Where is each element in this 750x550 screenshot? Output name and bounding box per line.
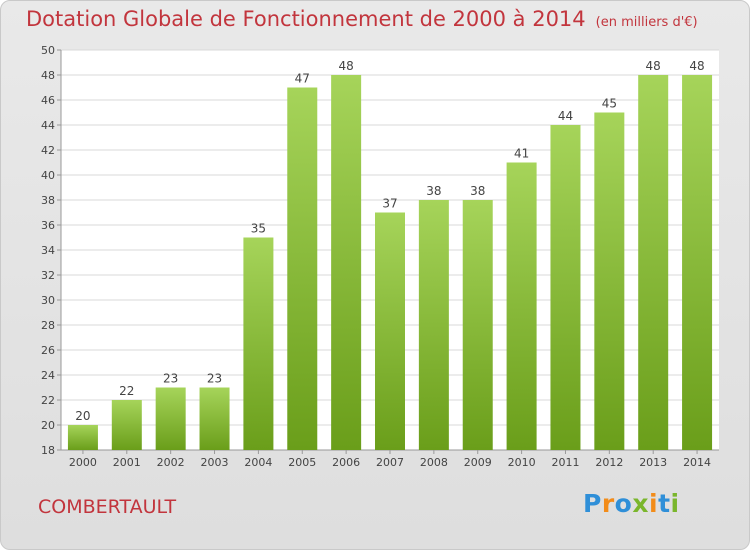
commune-name: COMBERTAULT bbox=[38, 496, 177, 518]
x-tick-label: 2000 bbox=[69, 456, 97, 469]
y-tick-label: 36 bbox=[41, 219, 55, 232]
y-tick-label: 20 bbox=[41, 419, 55, 432]
bar bbox=[506, 162, 537, 450]
data-label: 48 bbox=[689, 59, 704, 73]
logo-letter: t bbox=[658, 489, 671, 518]
y-tick-label: 22 bbox=[41, 394, 55, 407]
data-label: 23 bbox=[207, 372, 222, 386]
y-tick-label: 26 bbox=[41, 344, 55, 357]
y-tick-label: 28 bbox=[41, 319, 55, 332]
logo-letter: r bbox=[601, 489, 615, 518]
bar bbox=[638, 75, 669, 450]
y-tick-label: 38 bbox=[41, 194, 55, 207]
logo-letter: P bbox=[583, 489, 602, 518]
data-label: 44 bbox=[558, 109, 573, 123]
chart-unit: (en milliers d'€) bbox=[595, 15, 698, 30]
y-tick-label: 30 bbox=[41, 294, 55, 307]
bar bbox=[243, 237, 274, 450]
bar bbox=[682, 75, 713, 450]
x-tick-label: 2007 bbox=[376, 456, 404, 469]
bar bbox=[111, 400, 142, 450]
bar bbox=[594, 112, 625, 450]
logo-letter: i bbox=[670, 489, 680, 518]
data-label: 38 bbox=[470, 184, 485, 198]
x-tick-label: 2003 bbox=[201, 456, 229, 469]
x-tick-label: 2010 bbox=[508, 456, 536, 469]
y-tick-label: 42 bbox=[41, 144, 55, 157]
data-label: 48 bbox=[338, 59, 353, 73]
data-label: 38 bbox=[426, 184, 441, 198]
bar bbox=[199, 387, 230, 450]
x-tick-label: 2009 bbox=[464, 456, 492, 469]
bar bbox=[418, 200, 449, 450]
bar bbox=[67, 425, 98, 450]
bar bbox=[375, 212, 405, 450]
bar bbox=[155, 387, 186, 450]
x-tick-label: 2008 bbox=[420, 456, 448, 469]
y-tick-label: 24 bbox=[41, 369, 55, 382]
y-tick-label: 40 bbox=[41, 169, 55, 182]
logo-letter: i bbox=[649, 489, 659, 518]
y-tick-label: 32 bbox=[41, 269, 55, 282]
bar bbox=[331, 75, 362, 450]
data-label: 48 bbox=[646, 59, 661, 73]
y-tick-label: 46 bbox=[41, 94, 55, 107]
x-tick-label: 2012 bbox=[595, 456, 623, 469]
x-tick-label: 2011 bbox=[551, 456, 579, 469]
x-tick-label: 2001 bbox=[113, 456, 141, 469]
x-tick-label: 2013 bbox=[639, 456, 667, 469]
proxiti-logo: Proxiti bbox=[583, 489, 680, 518]
chart-title-text: Dotation Globale de Fonctionnement de 20… bbox=[26, 7, 586, 31]
x-tick-label: 2006 bbox=[332, 456, 360, 469]
data-label: 41 bbox=[514, 147, 529, 161]
chart-title: Dotation Globale de Fonctionnement de 20… bbox=[26, 7, 698, 31]
y-tick-label: 48 bbox=[41, 69, 55, 82]
bar bbox=[462, 200, 493, 450]
data-label: 22 bbox=[119, 384, 134, 398]
data-label: 35 bbox=[251, 222, 266, 236]
y-tick-label: 18 bbox=[41, 444, 55, 457]
data-label: 23 bbox=[163, 372, 178, 386]
x-tick-label: 2014 bbox=[683, 456, 711, 469]
bar bbox=[550, 125, 581, 450]
x-tick-label: 2005 bbox=[288, 456, 316, 469]
data-label: 20 bbox=[75, 409, 90, 423]
data-label: 45 bbox=[602, 97, 617, 111]
logo-letter: o bbox=[614, 489, 633, 518]
y-tick-label: 34 bbox=[41, 244, 55, 257]
data-label: 37 bbox=[382, 197, 397, 211]
y-tick-label: 44 bbox=[41, 119, 55, 132]
y-tick-label: 50 bbox=[41, 44, 55, 57]
data-label: 47 bbox=[295, 72, 310, 86]
x-tick-label: 2002 bbox=[157, 456, 185, 469]
logo-letter: x bbox=[632, 489, 649, 518]
x-tick-label: 2004 bbox=[244, 456, 272, 469]
bar bbox=[287, 87, 318, 450]
